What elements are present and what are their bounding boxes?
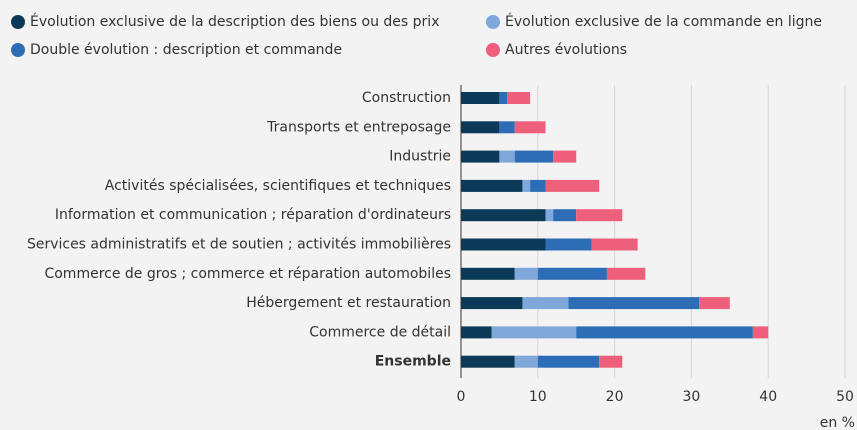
y-tick-label: Hébergement et restauration [246,295,451,311]
bar-segment [499,92,508,104]
bar-segment [461,297,523,310]
bar-segment [530,179,546,192]
x-tick-label: 40 [759,389,777,405]
legend-marker [11,15,25,29]
x-tick-label: 20 [606,389,624,405]
bar-segment [752,326,769,339]
bar-segment [606,267,646,280]
bar-segment [537,267,607,280]
bar-segment [461,355,515,368]
y-tick-label: Commerce de détail [309,324,451,340]
bar-segment [461,238,546,251]
bar-segment [514,267,538,280]
y-tick-label: Construction [362,90,451,106]
legend-marker [486,43,500,57]
legend-label: Évolution exclusive de la description de… [30,13,440,30]
legend-marker [11,43,25,57]
x-tick-label: 50 [836,389,854,405]
bar-segment [568,297,700,310]
bar-segment [699,297,730,310]
y-tick-label: Commerce de gros ; commerce et réparatio… [44,266,451,282]
y-tick-label: Activités spécialisées, scientifiques et… [105,178,451,194]
bar-segment [461,150,500,163]
legend-label: Évolution exclusive de la commande en li… [505,13,822,30]
x-axis-label: en % [820,415,855,430]
bar-segment [553,209,577,222]
bar-segment [599,355,623,368]
y-tick-label: Information et communication ; réparatio… [55,207,451,223]
y-tick-label: Industrie [389,149,451,165]
bar-segment [491,326,577,339]
bar-segment [461,121,500,134]
bar-segment [514,150,554,163]
bar-segment [499,150,515,163]
y-tick-label: Transports et entreposage [266,119,451,135]
bar-segment [545,209,554,222]
bar-segment [545,238,592,251]
bar-segment [461,326,492,339]
bar-segment [507,92,531,104]
legend-marker [486,15,500,29]
bar-segment [522,297,569,310]
y-tick-label: Ensemble [375,354,451,370]
bar-segment [461,267,515,280]
bar-segment [514,355,538,368]
bar-segment [499,121,515,134]
y-tick-label: Services administratifs et de soutien ; … [27,237,451,253]
bar-segment [537,355,600,368]
bar-segment [545,179,600,192]
bar-segment [576,326,753,339]
x-tick-label: 30 [682,389,700,405]
x-tick-label: 10 [529,389,547,405]
legend-label: Autres évolutions [505,42,627,58]
bar-segment [514,121,546,134]
bar-segment [461,179,523,192]
bar-segment [553,150,577,163]
legend-label: Double évolution : description et comman… [30,42,342,58]
x-tick-label: 0 [457,389,466,405]
bar-segment [461,209,546,222]
bar-segment [522,179,531,192]
bar-segment [591,238,638,251]
bar-segment [576,209,623,222]
bar-segment [461,92,500,104]
